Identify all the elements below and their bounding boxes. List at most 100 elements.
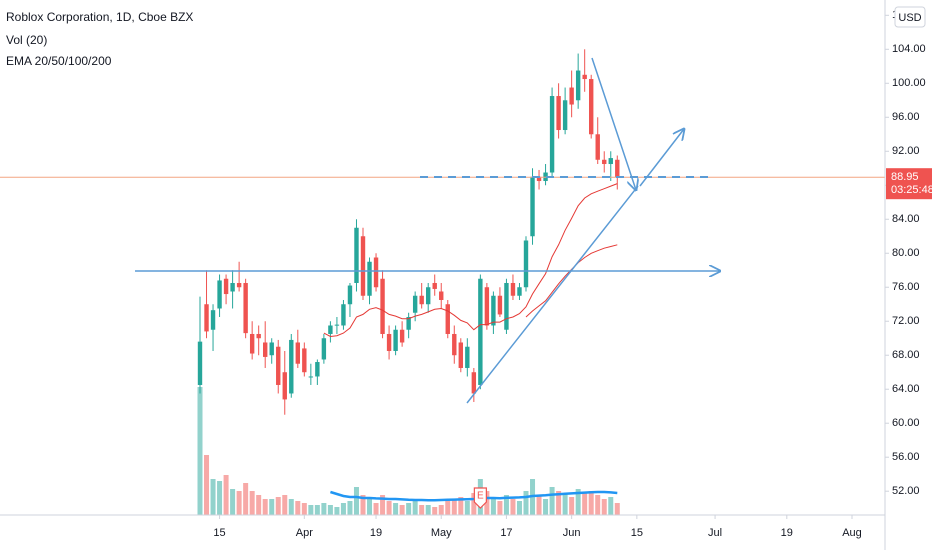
volume-bar: [412, 501, 418, 515]
volume-bar: [288, 499, 294, 515]
candle-body: [276, 346, 281, 385]
candle-body: [491, 295, 496, 326]
volume-bar: [308, 505, 314, 515]
candle-body: [569, 87, 574, 105]
volume-bar: [562, 493, 568, 515]
volume-bar: [432, 507, 438, 515]
x-tick-label: Apr: [296, 527, 313, 539]
candle-body: [530, 176, 535, 237]
candle-body: [204, 304, 209, 332]
volume-bar: [471, 493, 477, 515]
volume-bar: [360, 495, 366, 515]
ema-line: [323, 183, 618, 338]
volume-bar: [243, 483, 249, 515]
candle-body: [243, 282, 248, 334]
candle-body: [445, 304, 450, 334]
y-tick-label: 92.00: [892, 145, 920, 157]
candle-body: [328, 325, 333, 334]
volume-bar: [230, 489, 236, 515]
volume-bar: [582, 493, 588, 515]
x-tick-label: 15: [213, 527, 225, 539]
volume-bar: [204, 455, 210, 515]
volume-bar: [399, 505, 405, 515]
candle-body: [497, 295, 503, 315]
candle-body: [523, 240, 529, 288]
volume-bar: [393, 503, 399, 515]
x-tick-label: Aug: [842, 527, 862, 539]
volume-bar: [347, 501, 353, 515]
candle-body: [556, 96, 561, 131]
candle-body: [230, 282, 235, 292]
volume-bar: [445, 501, 451, 515]
x-tick-label: 17: [500, 527, 512, 539]
candle-body: [269, 342, 274, 356]
candle-body: [256, 333, 261, 339]
y-tick-label: 104.00: [892, 43, 926, 55]
volume-bar: [406, 503, 412, 515]
candle-body: [504, 282, 509, 330]
x-tick-label: 19: [781, 527, 793, 539]
currency[interactable]: USD: [898, 12, 921, 24]
candle-body: [263, 342, 268, 357]
volume-bar: [438, 505, 444, 515]
volume-bar: [301, 503, 307, 515]
currency-button[interactable]: [894, 6, 926, 28]
candle-body: [575, 70, 581, 101]
candle-body: [399, 329, 405, 343]
volume-bar: [321, 503, 327, 515]
volume-bar: [380, 495, 386, 515]
volume-bar: [588, 491, 594, 515]
volume-bar: [367, 499, 373, 515]
volume-bar: [464, 501, 470, 515]
volume-bar: [249, 491, 255, 515]
candle-body: [210, 310, 216, 330]
legend-volume: Vol (20): [6, 33, 47, 47]
volume-bar: [373, 503, 379, 515]
candle-body: [347, 285, 353, 305]
arrow-down: [591, 57, 636, 190]
volume-bar: [549, 487, 555, 515]
volume-bar: [601, 499, 607, 515]
volume-bar: [484, 491, 490, 515]
legend-ema: EMA 20/50/100/200: [6, 54, 112, 68]
candle-body: [608, 158, 613, 165]
candle-body: [223, 278, 229, 295]
candle-body: [295, 342, 300, 364]
candle-body: [386, 333, 392, 351]
countdown: 03:25:48: [891, 184, 932, 196]
y-tick-label: 56.00: [892, 451, 920, 463]
candle-body: [249, 333, 255, 354]
arrow-up: [639, 129, 684, 187]
candle-body: [315, 362, 320, 377]
last-price-label: 88.95: [891, 171, 919, 183]
volume-bar: [314, 505, 320, 515]
candle-body: [302, 348, 307, 373]
candle-body: [595, 134, 600, 160]
candle-body: [289, 339, 294, 394]
volume-bar: [556, 491, 562, 515]
candle-body: [465, 346, 470, 368]
y-tick-label: 64.00: [892, 383, 920, 395]
volume-bar: [275, 497, 281, 515]
candle-body: [589, 79, 594, 135]
candle-body: [478, 278, 483, 385]
candle-body: [412, 295, 418, 313]
y-tick-label: 84.00: [892, 213, 920, 225]
volume-bar: [197, 387, 203, 515]
candle-body: [484, 287, 490, 326]
trend-line: [466, 185, 639, 404]
candle-body: [615, 159, 620, 178]
volume-bar: [595, 495, 601, 515]
volume-bar: [490, 497, 496, 515]
candle-body: [406, 316, 411, 330]
volume-bar: [543, 499, 549, 515]
x-tick-label: Jul: [708, 527, 722, 539]
candle-body: [439, 291, 444, 300]
volume-bar: [217, 481, 223, 515]
candle-body: [582, 74, 587, 80]
candle-body: [360, 236, 366, 296]
volume-bar: [256, 495, 262, 515]
volume-bar: [451, 499, 457, 515]
y-tick-label: 60.00: [892, 417, 920, 429]
